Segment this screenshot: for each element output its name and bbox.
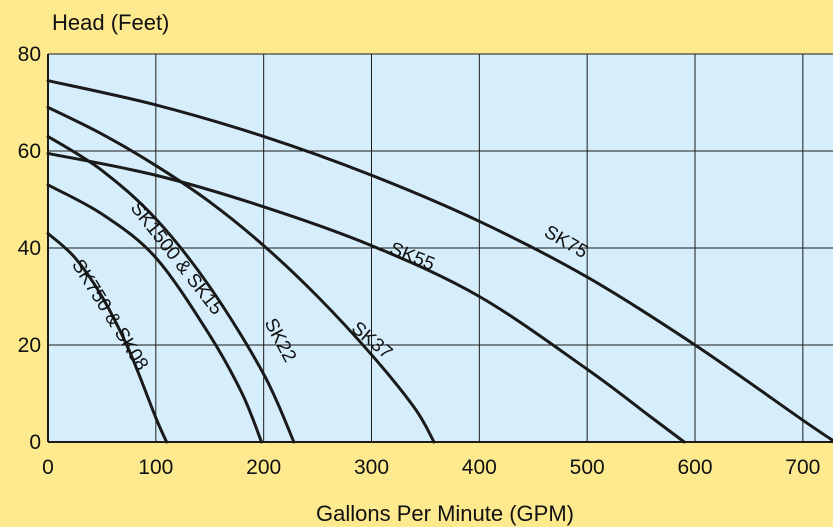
x-tick-label: 200 [246,456,281,479]
series-line [46,151,686,444]
x-tick-label: 400 [462,456,497,479]
x-tick-labels: 0 100 200 300 400 500 600 700 [42,456,820,479]
y-tick-label: 20 [18,334,41,357]
y-tick-label: 80 [18,43,41,66]
y-tick-label: 0 [29,431,41,454]
x-tick-label: 0 [42,456,54,479]
series-line [46,134,296,444]
x-tick-label: 500 [570,456,605,479]
series-line [46,231,169,444]
series-line [46,105,436,444]
y-axis-title: Head (Feet) [52,10,169,35]
series-line [46,183,264,444]
x-tick-label: 100 [138,456,173,479]
y-tick-label: 60 [18,140,41,163]
series-line [46,79,833,443]
grid-lines [47,53,833,443]
x-tick-label: 600 [677,456,712,479]
y-tick-label: 40 [18,237,41,260]
x-tick-label: 700 [785,456,820,479]
x-tick-label: 300 [354,456,389,479]
y-tick-labels: 0 20 40 60 80 [18,43,41,454]
curves [46,79,833,444]
x-axis-title: Gallons Per Minute (GPM) [316,501,574,526]
